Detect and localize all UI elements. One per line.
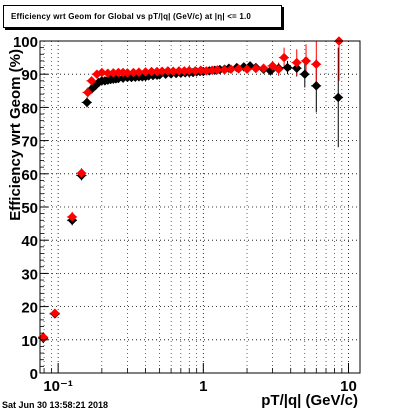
black-data-point xyxy=(333,92,344,103)
y-tick-label: 90 xyxy=(21,67,38,84)
x-tick-label: 10⁻¹ xyxy=(43,378,73,395)
grid-lines xyxy=(40,41,360,373)
red-data-point xyxy=(96,67,107,78)
black-data-point xyxy=(311,80,322,91)
black-data-point xyxy=(299,69,310,80)
red-data-point xyxy=(67,212,78,222)
axis-ticks xyxy=(40,40,350,374)
red-data-point xyxy=(86,75,97,86)
red-data-point xyxy=(273,64,284,75)
x-tick-label: 10 xyxy=(340,378,357,395)
red-data-point xyxy=(250,63,261,74)
y-tick-label: 10 xyxy=(21,333,38,350)
chart-title: Efficiency wrt Geom for Global vs pT/|q|… xyxy=(11,12,252,21)
black-data-point xyxy=(282,62,293,73)
tick-labels: 0 10 20 30 40 50 60 70 80 90 100 10⁻¹ 1 10 xyxy=(13,34,357,395)
red-data-point xyxy=(212,65,223,75)
y-tick-label: 50 xyxy=(21,200,38,217)
y-tick-label: 40 xyxy=(21,233,38,250)
black-data-point xyxy=(82,97,92,108)
red-data-point xyxy=(258,63,269,74)
red-data-point xyxy=(279,52,289,63)
y-tick-label: 100 xyxy=(13,34,38,51)
red-data-point xyxy=(233,64,244,74)
red-data-point xyxy=(50,308,60,319)
error-bars xyxy=(38,40,344,344)
red-data-point xyxy=(311,59,322,70)
x-tick-label: 1 xyxy=(199,378,207,395)
y-tick-label: 20 xyxy=(21,300,38,317)
x-axis-label: pT/|q| (GeV/c) xyxy=(261,392,358,409)
y-axis-label: Efficiency wrt Geom (%) xyxy=(7,49,24,221)
y-tick-label: 70 xyxy=(21,134,38,151)
y-tick-label: 0 xyxy=(30,366,38,383)
y-tick-label: 80 xyxy=(21,100,38,117)
timestamp: Sat Jun 30 13:58:21 2018 xyxy=(2,400,109,410)
red-data-point xyxy=(242,64,252,75)
y-tick-label: 30 xyxy=(21,266,38,283)
red-data-point xyxy=(291,57,302,68)
red-data-point xyxy=(301,56,311,66)
red-data-point xyxy=(76,168,87,178)
black-data-point xyxy=(291,63,302,74)
y-tick-label: 60 xyxy=(21,167,38,184)
data-markers xyxy=(38,36,344,343)
red-data-point xyxy=(82,87,93,98)
red-data-point xyxy=(226,64,236,75)
chart-title-box: Efficiency wrt Geom for Global vs pT/|q|… xyxy=(3,5,282,28)
